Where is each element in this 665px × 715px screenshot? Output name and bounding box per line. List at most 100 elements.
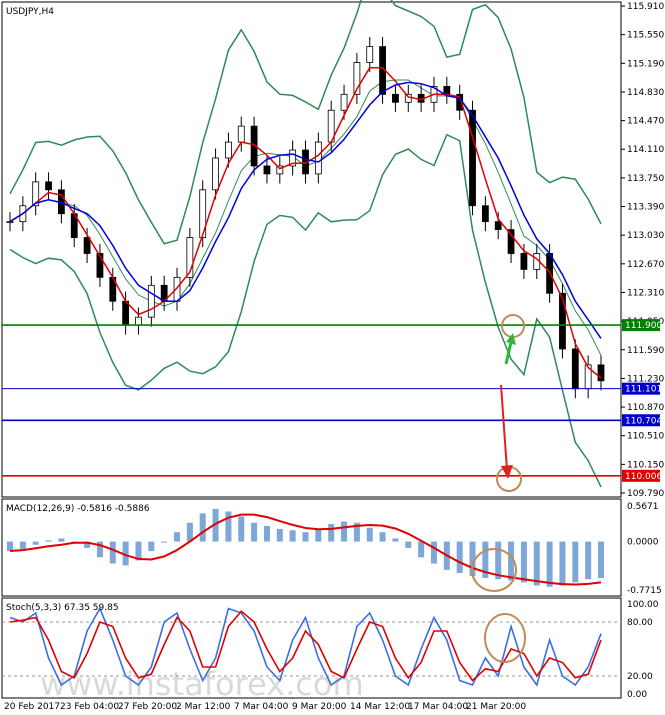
candle-body (340, 93, 348, 111)
candle-body (443, 85, 451, 95)
candle-body (96, 253, 104, 278)
x-tick-label: 21 Mar 20:00 (466, 702, 526, 712)
price-y-tick-label: 113.750 (627, 174, 664, 184)
stoch-circle (484, 613, 526, 663)
macd-histogram-bar (212, 508, 219, 542)
candle-body (507, 229, 515, 254)
ma-fast-line (9, 67, 602, 379)
price-y-tick-label: 114.470 (627, 117, 664, 127)
price-y-tick-label: 112.310 (627, 288, 664, 298)
bollinger-lower-line (9, 133, 602, 488)
candle-body (392, 93, 399, 103)
macd-histogram-bar (58, 538, 65, 542)
candle-body (83, 237, 91, 254)
macd-histogram-bar (585, 541, 592, 580)
candle-body (469, 109, 476, 207)
candle-body (122, 300, 130, 326)
price-y-tick-label: 115.190 (627, 59, 664, 69)
macd-histogram-bar (238, 516, 245, 542)
macd-histogram-bar (430, 541, 437, 564)
annotations (471, 314, 526, 663)
candle-body (45, 181, 52, 191)
level-badge-label-resistance: 111.900 (625, 321, 662, 331)
candle-body (263, 165, 271, 175)
macd-histogram-bar (7, 541, 13, 551)
macd-y-tick-label: 0.0000 (627, 538, 659, 548)
candle-body (135, 316, 142, 326)
macd-histogram-bar (405, 541, 412, 548)
macd-histogram-bar (302, 532, 309, 542)
red-down-arrow-icon (500, 384, 508, 471)
level-badge-label-target: 110.006 (625, 472, 662, 482)
macd-histogram-bar (546, 541, 553, 587)
x-tick-label: 9 Mar 20:00 (292, 702, 347, 712)
macd-histogram-bar (161, 541, 168, 543)
price-y-tick-label: 110.510 (627, 432, 664, 442)
price-y-tick-label: 113.030 (627, 231, 664, 241)
macd-circle (471, 548, 517, 592)
stoch-d-line (9, 610, 602, 682)
x-tick-label: 2 Mar 12:00 (176, 702, 231, 712)
macd-histogram-bar (263, 525, 270, 542)
candle-body (353, 62, 361, 95)
macd-histogram-bar (19, 541, 26, 550)
price-panel-frame (1, 1, 622, 498)
level-badge-level-1 (622, 382, 660, 395)
candle-body (186, 237, 194, 278)
price-y-tick-label: 110.870 (627, 403, 664, 413)
macd-histogram-bar (495, 541, 502, 580)
macd-histogram-bar (122, 541, 129, 566)
price-y-tick-label: 115.910 (627, 2, 664, 12)
macd-histogram-bar (315, 529, 322, 542)
macd-histogram-bar (225, 511, 232, 542)
macd-histogram-bar (533, 541, 540, 586)
price-y-tick-label: 114.110 (627, 145, 664, 155)
x-tick-label: 14 Mar 12:00 (350, 702, 410, 712)
macd-histogram-bar (379, 532, 386, 542)
candle-body (520, 253, 528, 270)
x-tick-label: 23 Feb 04:00 (60, 702, 119, 712)
macd-signal-line (9, 513, 602, 586)
macd-title: MACD(12,26,9) -0.5816 -0.5886 (6, 504, 150, 514)
green-arrow-head-icon (506, 333, 516, 345)
price-chart-title: USDJPY,H4 (6, 7, 54, 17)
macd-histogram-bar (186, 522, 193, 542)
candle-body (559, 292, 566, 350)
macd-histogram-bar (84, 541, 91, 548)
macd-histogram-bar (32, 541, 39, 545)
candle-body (250, 125, 258, 167)
candle-body (225, 141, 232, 159)
stoch-y-tick-label: 20.00 (627, 672, 653, 682)
macd-histogram-bar (199, 513, 206, 542)
macd-plot (7, 508, 604, 587)
stoch-title: Stoch(5,3,3) 67.35 59.85 (6, 603, 119, 613)
level-badge-target (622, 469, 660, 482)
candle-body (199, 189, 207, 238)
macd-histogram-bar (469, 541, 476, 577)
y-axes: 115.910 115.550 115.190 114.830 114.470 114.1… (621, 2, 664, 700)
price-y-tick-label: 111.230 (627, 374, 664, 384)
bollinger-upper-line (9, 0, 602, 245)
stoch-y-tick-label: 80.00 (627, 618, 653, 628)
candle-body (289, 149, 297, 167)
macd-histogram-bar (366, 527, 373, 542)
candle-body (6, 221, 14, 224)
macd-histogram-bar (520, 541, 527, 583)
macd-histogram-bar (392, 538, 399, 542)
x-tick-label: 27 Feb 20:00 (118, 702, 177, 712)
stoch-k-line (9, 606, 602, 687)
red-arrow-head-icon (501, 465, 513, 479)
level-badge-support (622, 414, 660, 427)
macd-histogram-bar (289, 530, 296, 542)
macd-histogram-bar (96, 541, 103, 558)
candle-body (366, 46, 374, 63)
price-y-tick-label: 110.150 (627, 460, 664, 470)
macd-histogram-bar (341, 521, 348, 542)
macd-histogram-bar (45, 540, 52, 542)
x-tick-label: 7 Mar 04:00 (234, 702, 289, 712)
price-y-tick-label: 109.790 (627, 489, 664, 499)
level-badge-label-support: 110.704 (625, 416, 662, 426)
candle-body (494, 221, 502, 231)
ma-slow-line (9, 81, 602, 339)
